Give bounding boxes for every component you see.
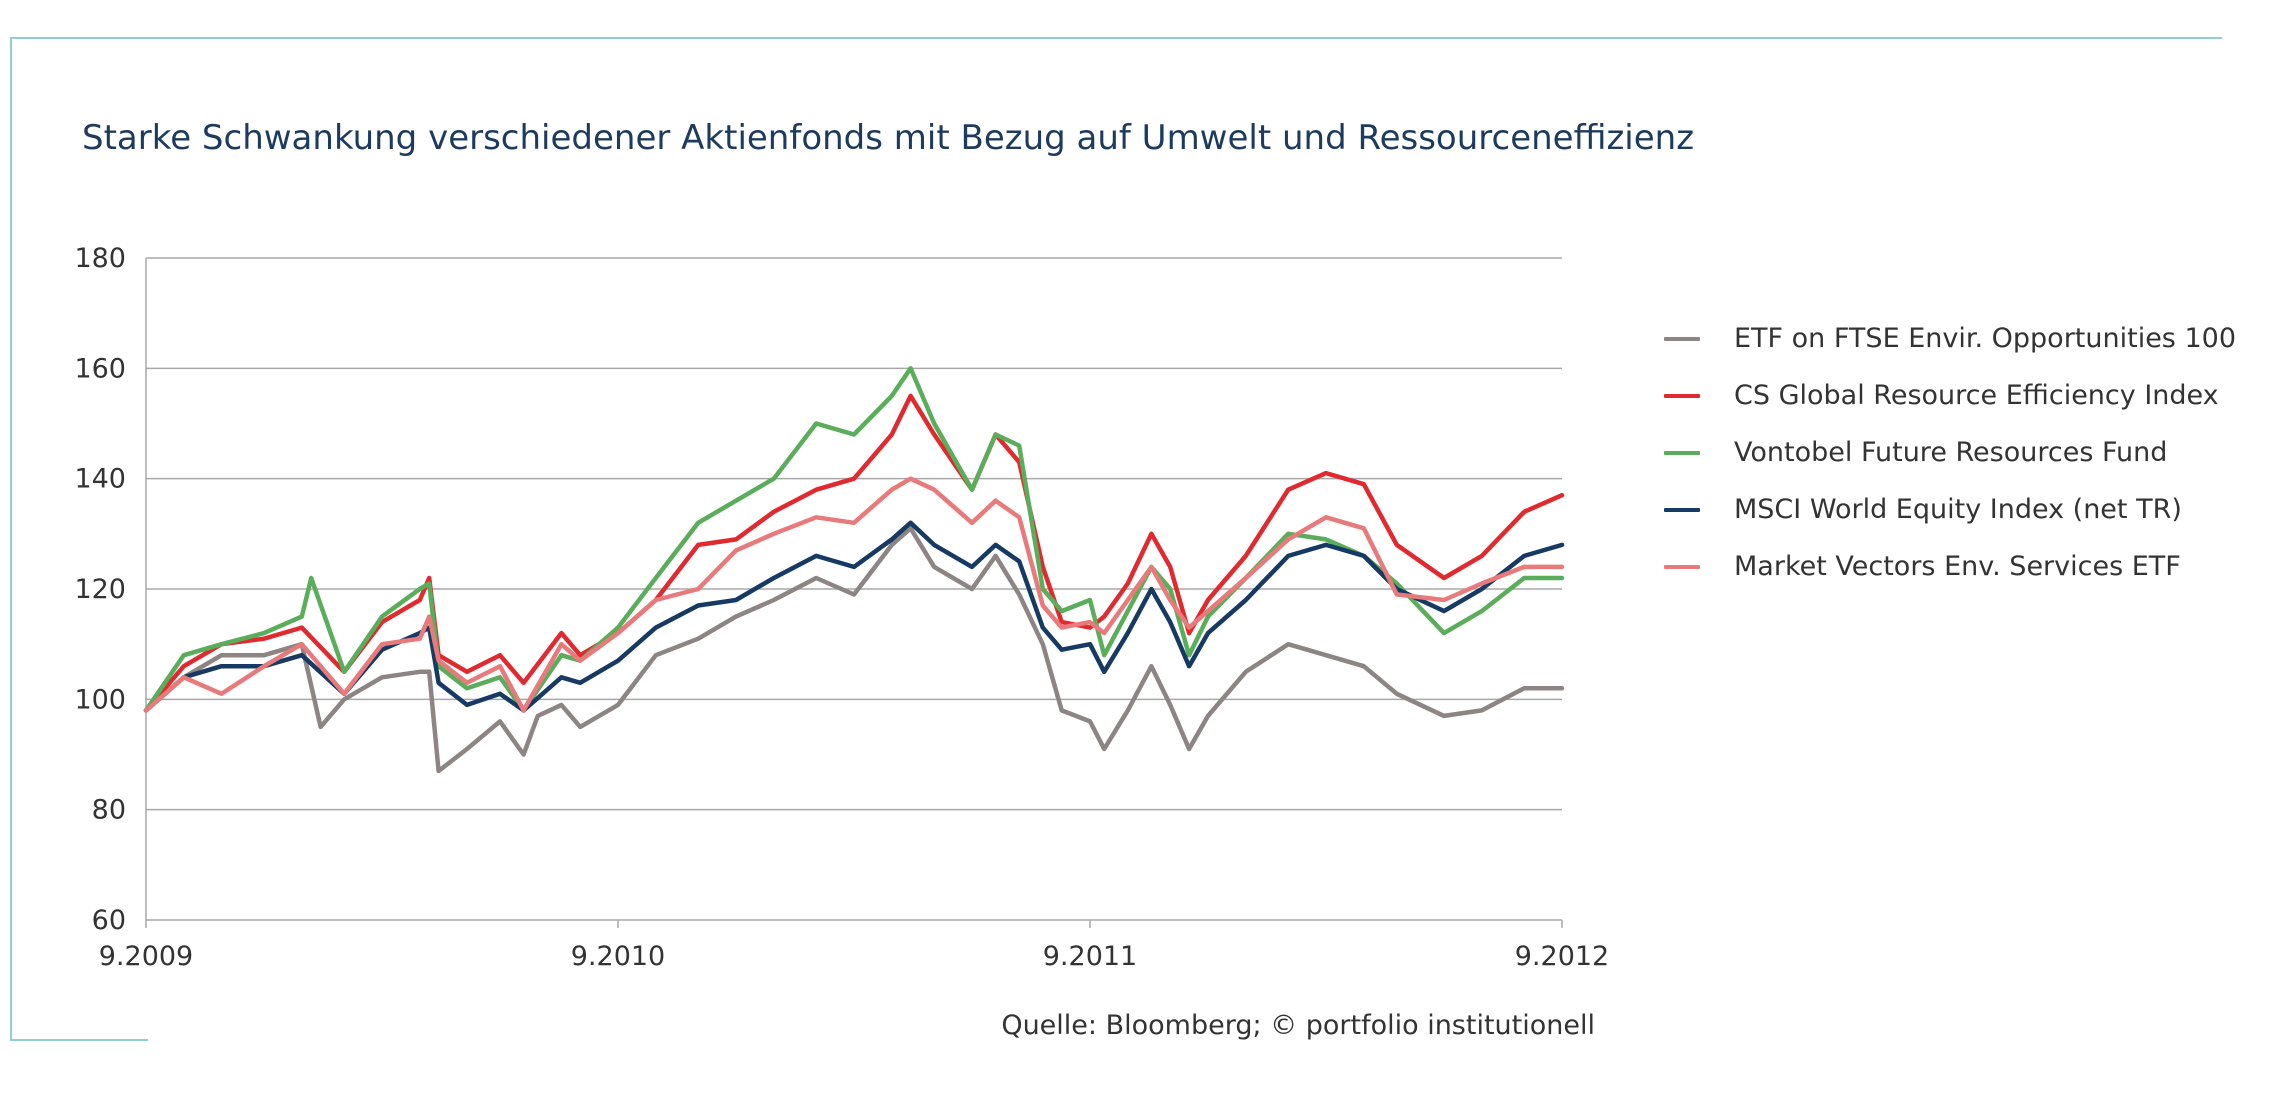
series-lines (143, 366, 1565, 774)
legend-swatch (1664, 507, 1700, 512)
x-tick-label: 9.2012 (1515, 941, 1609, 972)
axes (145, 258, 1563, 928)
series-line-0 (143, 526, 1565, 774)
x-tick-labels: 9.2009 9.2010 9.2011 9.2012 (99, 941, 1609, 972)
frame-bottom-rule (10, 1039, 148, 1041)
source-note: Quelle: Bloomberg; © portfolio instituti… (1001, 1010, 1595, 1041)
gridlines (146, 257, 1562, 811)
frame-left-rule (10, 37, 12, 1039)
legend-item: CS Global Resource Efficiency Index (1664, 367, 2236, 424)
y-tick-label: 120 (74, 574, 126, 605)
legend-item: Market Vectors Env. Services ETF (1664, 538, 2236, 595)
series-line-3 (143, 520, 1565, 713)
x-tick-label: 9.2010 (571, 941, 665, 972)
legend-label: CS Global Resource Efficiency Index (1734, 380, 2219, 411)
legend-swatch (1664, 393, 1700, 398)
y-tick-label: 160 (74, 353, 126, 384)
legend-item: MSCI World Equity Index (net TR) (1664, 481, 2236, 538)
legend-label: Market Vectors Env. Services ETF (1734, 551, 2181, 582)
legend-label: Vontobel Future Resources Fund (1734, 437, 2168, 468)
y-tick-label: 80 (92, 795, 126, 826)
series-line-4 (143, 476, 1565, 713)
y-tick-label: 180 (74, 243, 126, 274)
legend: ETF on FTSE Envir. Opportunities 100 CS G… (1664, 310, 2236, 595)
frame-top-rule (10, 37, 2222, 39)
y-tick-label: 100 (74, 684, 126, 715)
legend-item: ETF on FTSE Envir. Opportunities 100 (1664, 310, 2236, 367)
y-tick-labels: 60 80 100 120 140 160 180 (74, 243, 126, 936)
x-tick-label: 9.2011 (1043, 941, 1137, 972)
legend-swatch (1664, 450, 1700, 455)
legend-item: Vontobel Future Resources Fund (1664, 424, 2236, 481)
chart-title: Starke Schwankung verschiedener Aktienfo… (82, 118, 1695, 158)
y-tick-label: 60 (92, 905, 126, 936)
x-tick-label: 9.2009 (99, 941, 193, 972)
legend-swatch (1664, 564, 1700, 569)
series-line-2 (143, 366, 1565, 713)
series-line-1 (143, 393, 1565, 713)
legend-label: ETF on FTSE Envir. Opportunities 100 (1734, 323, 2236, 354)
y-tick-label: 140 (74, 464, 126, 495)
legend-swatch (1664, 336, 1700, 341)
legend-label: MSCI World Equity Index (net TR) (1734, 494, 2182, 525)
